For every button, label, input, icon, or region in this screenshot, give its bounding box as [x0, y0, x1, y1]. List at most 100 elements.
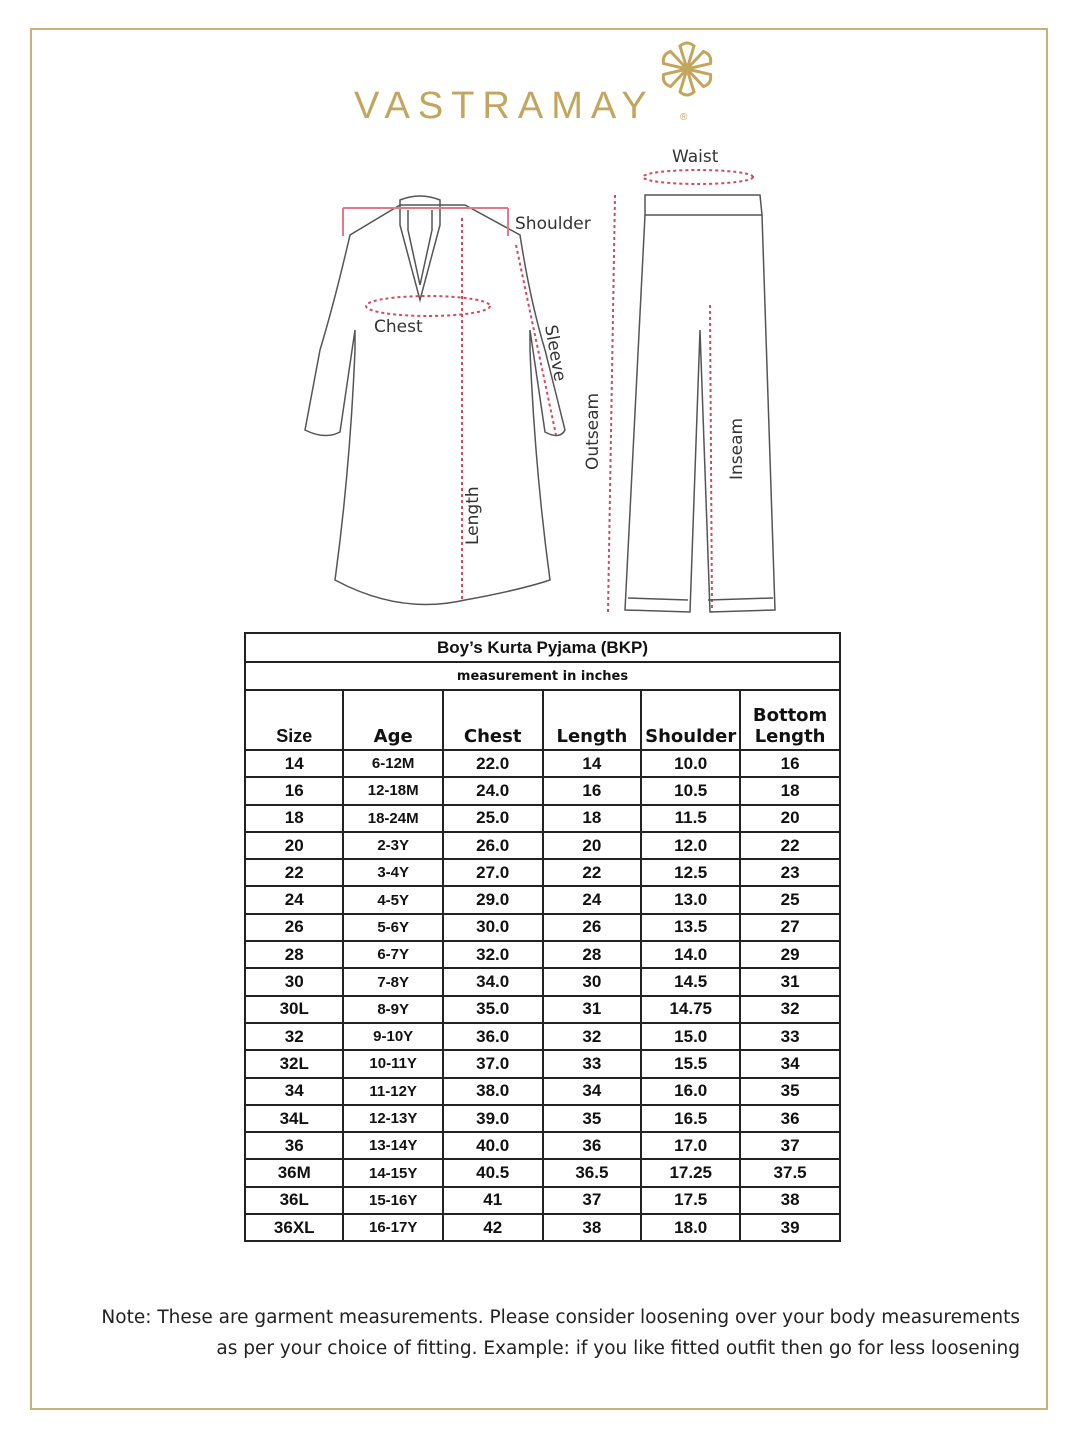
table-row: 36XL 16-17Y 42 38 18.0 39: [243, 1213, 841, 1243]
cell-shoulder: 17.0: [640, 1131, 742, 1161]
pyjama-drawing: [624, 194, 776, 613]
cell-shoulder: 14.75: [640, 994, 742, 1024]
cell-shoulder: 16.0: [640, 1076, 742, 1106]
cell-size: 14: [243, 748, 345, 779]
table-row: 36 13-14Y 40.0 36 17.0 37: [243, 1131, 841, 1161]
cell-size: 22: [243, 858, 345, 888]
cell-shoulder: 14.5: [640, 967, 742, 997]
header-bottom-line2: Length: [754, 726, 826, 747]
cell-shoulder: 14.0: [640, 940, 742, 970]
cell-length: 26: [541, 912, 643, 943]
cell-size: 16: [243, 776, 345, 806]
cell-shoulder: 10.0: [640, 748, 742, 779]
cell-chest: 37.0: [441, 1049, 544, 1079]
cell-length: 20: [541, 830, 643, 861]
page-border: [30, 28, 1048, 1410]
cell-size: 30: [243, 967, 345, 997]
cell-shoulder: 15.5: [640, 1049, 742, 1079]
cell-size: 36XL: [243, 1213, 345, 1243]
cell-age: 9-10Y: [342, 1021, 444, 1052]
cell-shoulder: 12.5: [640, 858, 742, 888]
cell-size: 36M: [243, 1158, 345, 1188]
cell-chest: 35.0: [441, 994, 544, 1024]
cell-bottom-length: 22: [739, 830, 841, 861]
cell-size: 34L: [243, 1103, 345, 1134]
cell-chest: 40.0: [441, 1131, 544, 1161]
table-title: Boy’s Kurta Pyjama (BKP): [244, 632, 841, 663]
cell-length: 18: [541, 803, 643, 833]
table-row: 26 5-6Y 30.0 26 13.5 27: [243, 912, 841, 943]
cell-bottom-length: 20: [739, 803, 841, 833]
cell-size: 32L: [243, 1049, 345, 1079]
cell-length: 33: [541, 1049, 643, 1079]
cell-shoulder: 18.0: [640, 1213, 742, 1243]
table-row: 32 9-10Y 36.0 32 15.0 33: [243, 1021, 841, 1052]
cell-bottom-length: 25: [739, 885, 841, 915]
table-row: 30L 8-9Y 35.0 31 14.75 32: [243, 994, 841, 1024]
cell-age: 14-15Y: [342, 1158, 444, 1188]
table-row: 36L 15-16Y 41 37 17.5 38: [243, 1185, 841, 1216]
cell-shoulder: 10.5: [640, 776, 742, 806]
inseam-label: Inseam: [727, 418, 747, 480]
cell-bottom-length: 33: [739, 1021, 841, 1052]
cell-bottom-length: 35: [739, 1076, 841, 1106]
table-row: 22 3-4Y 27.0 22 12.5 23: [243, 858, 841, 888]
cell-size: 26: [243, 912, 345, 943]
cell-shoulder: 11.5: [640, 803, 742, 833]
cell-age: 2-3Y: [342, 830, 444, 861]
cell-chest: 30.0: [441, 912, 544, 943]
cell-age: 11-12Y: [342, 1076, 444, 1106]
cell-age: 12-18M: [342, 776, 444, 806]
fitting-note: Note: These are garment measurements. Pl…: [40, 1302, 1020, 1364]
cell-chest: 34.0: [441, 967, 544, 997]
table-row: 18 18-24M 25.0 18 11.5 20: [243, 803, 841, 833]
cell-size: 34: [243, 1076, 345, 1106]
cell-bottom-length: 23: [739, 858, 841, 888]
garment-illustration: Waist Shoulder Chest Sleeve Length Outse…: [304, 147, 776, 613]
cell-age: 12-13Y: [342, 1103, 444, 1134]
cell-size: 36L: [243, 1185, 345, 1216]
cell-age: 5-6Y: [342, 912, 444, 943]
cell-age: 15-16Y: [342, 1185, 444, 1216]
table-row: 14 6-12M 22.0 14 10.0 16: [243, 748, 841, 779]
registered-mark: ®: [680, 112, 688, 123]
header-shoulder: Shoulder: [640, 689, 742, 751]
cell-chest: 24.0: [441, 776, 544, 806]
cell-age: 7-8Y: [342, 967, 444, 997]
cell-size: 24: [243, 885, 345, 915]
brand-logo: VASTRAMAY: [354, 85, 655, 127]
cell-length: 36.5: [541, 1158, 643, 1188]
table-row: 30 7-8Y 34.0 30 14.5 31: [243, 967, 841, 997]
cell-bottom-length: 31: [739, 967, 841, 997]
cell-shoulder: 17.5: [640, 1185, 742, 1216]
waist-label: Waist: [672, 147, 719, 167]
cell-size: 32: [243, 1021, 345, 1052]
cell-shoulder: 15.0: [640, 1021, 742, 1052]
table-header-row: Size Age Chest Length Shoulder Bottom Len…: [243, 689, 841, 751]
table-row: 28 6-7Y 32.0 28 14.0 29: [243, 940, 841, 970]
header-chest: Chest: [441, 689, 544, 751]
cell-length: 30: [541, 967, 643, 997]
cell-age: 6-12M: [342, 748, 444, 779]
cell-length: 37: [541, 1185, 643, 1216]
cell-bottom-length: 37.5: [739, 1158, 841, 1188]
chest-label: Chest: [374, 317, 423, 337]
cell-length: 28: [541, 940, 643, 970]
cell-size: 36: [243, 1131, 345, 1161]
cell-shoulder: 12.0: [640, 830, 742, 861]
cell-shoulder: 13.0: [640, 885, 742, 915]
cell-length: 38: [541, 1213, 643, 1243]
cell-length: 16: [541, 776, 643, 806]
table-row: 36M 14-15Y 40.5 36.5 17.25 37.5: [243, 1158, 841, 1188]
header-size: Size: [243, 689, 345, 751]
table-row: 20 2-3Y 26.0 20 12.0 22: [243, 830, 841, 861]
cell-chest: 41: [441, 1185, 544, 1216]
cell-length: 32: [541, 1021, 643, 1052]
cell-shoulder: 13.5: [640, 912, 742, 943]
cell-bottom-length: 39: [739, 1213, 841, 1243]
cell-bottom-length: 36: [739, 1103, 841, 1134]
cell-age: 3-4Y: [342, 858, 444, 888]
cell-chest: 22.0: [441, 748, 544, 779]
mandala-logo-icon: [659, 41, 715, 97]
table-row: 34 11-12Y 38.0 34 16.0 35: [243, 1076, 841, 1106]
